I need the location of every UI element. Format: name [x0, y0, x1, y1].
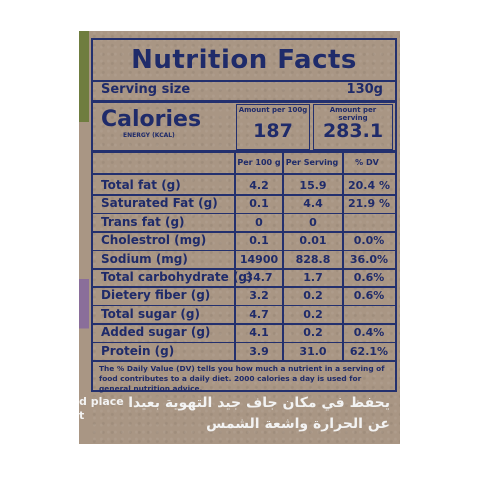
nutrient-per-100g: 0.1	[249, 197, 269, 211]
storage-text-english-fragment: d place t	[79, 395, 124, 423]
nutrition-title: Nutrition Facts	[131, 45, 357, 75]
nutrient-per-100g: 4.7	[249, 307, 269, 321]
nutrient-name: Total sugar (g)	[101, 306, 200, 321]
nutrient-dv: 21.9 %	[348, 197, 390, 211]
amount-per-serving-value: 283.1	[322, 120, 384, 142]
nutrient-per-100g: 4.2	[249, 179, 269, 192]
divider	[93, 80, 395, 82]
nutrient-name: Sodium (mg)	[101, 251, 188, 266]
nutrient-name: Protein (g)	[101, 343, 175, 358]
nutrient-name: Dietery fiber (g)	[101, 288, 211, 303]
nutrient-dv: 0.0%	[353, 234, 385, 248]
nutrient-per-serving: 4.4	[303, 197, 323, 211]
nutrient-per-100g: 0.1	[249, 234, 269, 248]
column-header-dv: % DV	[355, 158, 379, 167]
nutrition-facts-panel: Nutrition Facts Serving size 130g Calori…	[91, 38, 397, 393]
row-divider	[93, 212, 395, 215]
nutrient-per-serving: 0.2	[303, 289, 323, 303]
serving-size-value: 130g	[346, 82, 383, 97]
row-divider	[93, 194, 395, 196]
row-divider	[93, 304, 395, 307]
nutrient-dv: 0.6%	[353, 289, 385, 303]
nutrient-name: Added sugar (g)	[101, 325, 211, 340]
calories-sublabel: ENERGY (KCAL)	[123, 132, 175, 139]
nutrient-per-serving: 31.0	[299, 344, 327, 358]
nutrient-dv: 62.1%	[349, 344, 389, 358]
nutrient-per-100g: 14900	[239, 252, 279, 266]
nutrient-dv: 0.4%	[353, 326, 385, 340]
calories-label: Calories	[101, 107, 202, 132]
amount-per-serving-box: Amount per serving 283.1	[313, 104, 393, 150]
nutrient-per-serving: 0	[309, 215, 317, 229]
nutrient-dv: 36.0%	[349, 252, 389, 266]
nutrient-per-100g: 3.9	[249, 344, 269, 358]
divider	[93, 173, 395, 175]
storage-text-english-line: d place	[79, 395, 124, 408]
nutrient-per-serving: 15.9	[299, 179, 327, 192]
serving-size-label: Serving size	[101, 82, 191, 97]
nutrient-dv: 20.4 %	[348, 179, 390, 192]
nutrient-name: Trans fat (g)	[101, 214, 185, 229]
nutrient-name: Total fat (g)	[101, 178, 181, 192]
carton-left-edge	[79, 31, 89, 444]
row-divider	[93, 286, 395, 288]
nutrient-per-100g: 34.7	[245, 271, 273, 284]
nutrient-name: Total carbohydrate (g)	[101, 270, 253, 284]
nutrient-per-100g: 4.1	[249, 326, 269, 340]
amount-per-100g-value: 187	[253, 120, 293, 142]
row-divider	[93, 268, 395, 270]
column-header-per-serving: Per Serving	[285, 158, 339, 167]
row-divider	[93, 323, 395, 325]
row-divider	[93, 231, 395, 233]
row-divider	[93, 341, 395, 344]
nutrient-per-serving: 0.01	[299, 234, 327, 248]
column-divider	[234, 153, 236, 360]
nutrient-per-serving: 0.2	[303, 307, 323, 321]
daily-value-footnote: The % Daily Value (DV) tells you how muc…	[99, 364, 385, 393]
nutrient-name: Saturated Fat (g)	[101, 196, 218, 211]
nutrient-per-serving: 828.8	[295, 252, 331, 266]
nutrient-dv: 0.6%	[353, 271, 385, 284]
divider	[93, 360, 395, 362]
nutrient-per-100g: 0	[255, 215, 263, 229]
divider	[93, 150, 395, 153]
amount-per-100g-box: Amount per 100g 187	[236, 104, 310, 150]
nutrient-per-100g: 3.2	[249, 289, 269, 303]
storage-text-arabic-line: عن الحرارة واشعة الشمس	[206, 416, 390, 432]
storage-text-english-line: t	[79, 409, 85, 422]
carton: Nutrition Facts Serving size 130g Calori…	[79, 31, 400, 444]
row-divider	[93, 249, 395, 252]
nutrient-per-serving: 0.2	[303, 326, 323, 340]
amount-per-serving-label: Amount per serving	[329, 106, 377, 122]
nutrient-per-serving: 1.7	[303, 271, 323, 284]
divider	[93, 100, 395, 103]
column-divider	[342, 153, 344, 360]
storage-text-arabic-line: يحفظ في مكان جاف جيد التهوية بعيدا	[128, 395, 390, 411]
column-divider	[282, 153, 284, 360]
nutrient-name: Cholestrol (mg)	[101, 233, 207, 248]
amount-per-100g-label: Amount per 100g	[238, 106, 308, 114]
column-header-per-100g: Per 100 g	[237, 158, 281, 167]
storage-text-arabic: يحفظ في مكان جاف جيد التهوية بعيدا عن ال…	[128, 393, 390, 435]
